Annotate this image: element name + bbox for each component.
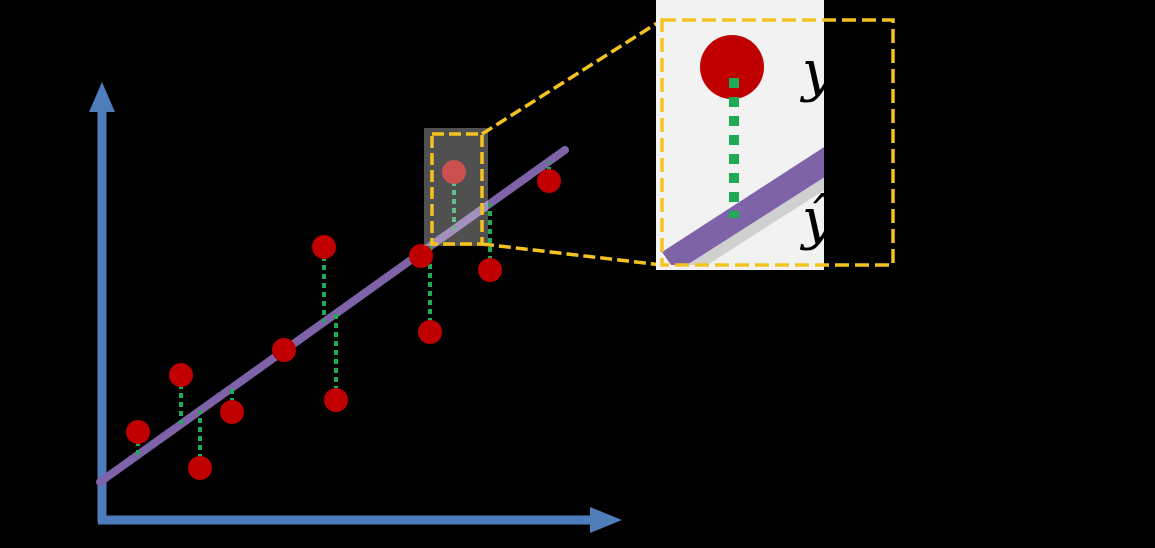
- zoom-data-point: [700, 35, 764, 99]
- data-point: [188, 456, 212, 480]
- zoom-connector-bottom: [481, 242, 663, 267]
- zoom-inset: y ŷ: [656, 0, 895, 270]
- data-point: [220, 400, 244, 424]
- y-axis-arrowhead: [89, 82, 115, 112]
- predicted-y-label: ŷ: [799, 187, 835, 252]
- data-point: [478, 258, 502, 282]
- data-point: [169, 363, 193, 387]
- data-point: [418, 320, 442, 344]
- highlight-box: [430, 132, 484, 246]
- data-point: [312, 235, 336, 259]
- data-point: [126, 420, 150, 444]
- data-point: [272, 338, 296, 362]
- highlight-backdrop: [424, 128, 488, 246]
- data-point: [442, 160, 466, 184]
- observed-y-label: y: [799, 39, 835, 104]
- regression-line: [96, 146, 569, 486]
- axes: [89, 82, 622, 533]
- zoom-regression-line: [662, 147, 824, 265]
- data-point: [537, 169, 561, 193]
- zoom-line-shadow: [686, 177, 824, 265]
- zoom-connector-top: [481, 18, 663, 136]
- zoom-border: [660, 18, 895, 267]
- x-axis-arrowhead: [590, 507, 622, 533]
- data-point: [409, 244, 433, 268]
- data-point: [324, 388, 348, 412]
- data-points: [126, 160, 561, 480]
